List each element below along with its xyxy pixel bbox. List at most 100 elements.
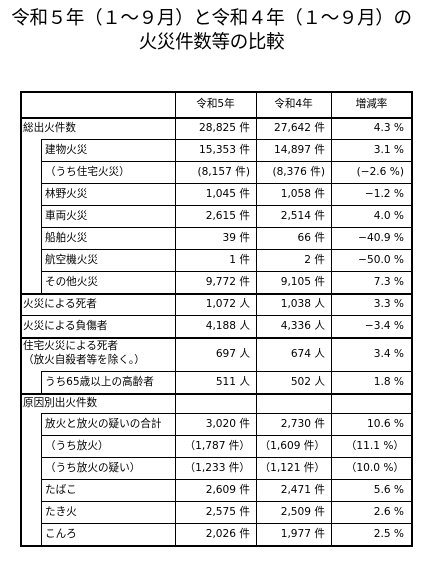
grid-line (41, 435, 412, 436)
row-label-note: （放火自殺者等を除く。） (23, 354, 145, 366)
row-value-2022: 2,471 件 (280, 484, 325, 496)
grid-line (41, 205, 412, 206)
row-value-2022: 14,897 件 (273, 144, 325, 156)
row-rate: 3.3 % (373, 298, 404, 310)
row-rate: −3.4 % (364, 320, 404, 332)
row-value-2022: 4,336 人 (280, 320, 325, 332)
grid-line (41, 413, 42, 545)
row-rate: （11.1 %） (345, 440, 404, 452)
row-value-2022: 9,105 件 (280, 276, 325, 288)
row-label: 火災による死者 (23, 298, 97, 310)
row-value-2023: 511 人 (215, 376, 250, 388)
row-label: 林野火災 (45, 188, 88, 200)
row-label: 住宅火災による死者 (23, 340, 119, 352)
grid-line (41, 139, 412, 140)
row-value-2022: 502 人 (290, 376, 325, 388)
grid-line (331, 91, 332, 545)
grid-line (41, 371, 42, 393)
row-value-2022: 1,058 件 (280, 188, 325, 200)
row-rate: −1.2 % (364, 188, 404, 200)
grid-line (41, 457, 412, 458)
grid-line (41, 227, 412, 228)
row-value-2023: 39 件 (222, 232, 250, 244)
row-value-2022: 1,038 人 (280, 298, 325, 310)
row-label: たばこ (45, 484, 77, 496)
row-value-2023: 15,353 件 (198, 144, 250, 156)
row-value-2023: 9,772 件 (205, 276, 250, 288)
grid-line (256, 91, 257, 545)
row-rate: 10.6 % (366, 418, 404, 430)
row-rate: (−2.6 %) (356, 166, 404, 178)
grid-line (41, 371, 412, 372)
row-value-2022: （1,121 件） (259, 462, 325, 474)
row-value-2023: 697 人 (215, 348, 250, 360)
row-value-2023: 2,026 件 (205, 528, 250, 540)
row-rate: （10.0 %） (345, 462, 404, 474)
fire-statistics-table: 令和5年 令和4年 増減率総出火件数 28,825 件 27,642 件 4.3 % 建物火… (20, 91, 413, 561)
row-value-2023: 4,188 人 (205, 320, 250, 332)
row-rate: 4.3 % (373, 122, 404, 134)
row-value-2023: 2,609 件 (205, 484, 250, 496)
header-col-rate: 増減率 (355, 98, 388, 110)
row-value-2022: (8,376 件) (272, 166, 325, 178)
row-value-2023: 3,020 件 (205, 418, 250, 430)
row-label: 原因別出火件数 (23, 397, 98, 409)
row-value-2023: 1,045 件 (205, 188, 250, 200)
grid-line (41, 183, 412, 184)
row-value-2022: 674 人 (290, 348, 325, 360)
grid-line (20, 91, 412, 93)
header-col-2022: 令和4年 (274, 98, 313, 110)
page-title: 令和５年（１～９月）と令和４年（１～９月）の (11, 8, 412, 29)
grid-line (20, 545, 412, 547)
row-label: 総出火件数 (23, 122, 76, 134)
row-value-2023: 28,825 件 (198, 122, 250, 134)
row-value-2023: 1,072 人 (205, 298, 250, 310)
row-label: 放火と放火の疑いの合計 (45, 418, 162, 430)
row-rate: 2.5 % (373, 528, 404, 540)
row-label: たき火 (45, 506, 77, 518)
grid-line (20, 293, 412, 295)
grid-line (41, 271, 412, 272)
row-label: （うち放火） (45, 440, 109, 452)
row-rate: 7.3 % (373, 276, 404, 288)
grid-line (41, 479, 412, 480)
row-value-2023: 1 件 (229, 254, 250, 266)
grid-line (41, 523, 412, 524)
row-value-2022: 1,977 件 (280, 528, 325, 540)
row-label: 建物火災 (45, 144, 88, 156)
row-value-2023: （1,233 件） (184, 462, 250, 474)
row-value-2023: 2,615 件 (205, 210, 250, 222)
row-label: 火災による負傷者 (23, 320, 108, 332)
row-value-2022: 2,509 件 (280, 506, 325, 518)
row-label: 船舶火災 (45, 232, 88, 244)
row-value-2023: 2,575 件 (205, 506, 250, 518)
grid-line (20, 315, 412, 316)
row-label: （うち住宅火災） (45, 166, 130, 178)
grid-line (20, 393, 412, 395)
row-rate: 3.4 % (373, 348, 404, 360)
row-rate: 3.1 % (373, 144, 404, 156)
header-col-2023: 令和5年 (196, 98, 235, 110)
page-subtitle: 火災件数等の比較 (138, 32, 285, 53)
row-value-2022: 27,642 件 (273, 122, 325, 134)
grid-line (41, 249, 412, 250)
row-value-2022: 66 件 (297, 232, 325, 244)
row-value-2023: （1,787 件） (184, 440, 250, 452)
grid-line (41, 139, 42, 293)
grid-line (175, 91, 176, 545)
row-value-2022: （1,609 件） (259, 440, 325, 452)
row-rate: −40.9 % (358, 232, 404, 244)
row-rate: −50.0 % (358, 254, 404, 266)
row-label: 航空機火災 (45, 254, 98, 266)
grid-line (41, 161, 412, 162)
grid-line (20, 117, 412, 119)
row-rate: 4.0 % (373, 210, 404, 222)
row-value-2022: 2,514 件 (280, 210, 325, 222)
grid-line (411, 91, 413, 547)
row-value-2022: 2 件 (304, 254, 325, 266)
row-rate: 2.6 % (373, 506, 404, 518)
row-rate: 5.6 % (373, 484, 404, 496)
row-value-2022: 2,730 件 (280, 418, 325, 430)
grid-line (41, 501, 412, 502)
row-value-2023: (8,157 件) (197, 166, 250, 178)
